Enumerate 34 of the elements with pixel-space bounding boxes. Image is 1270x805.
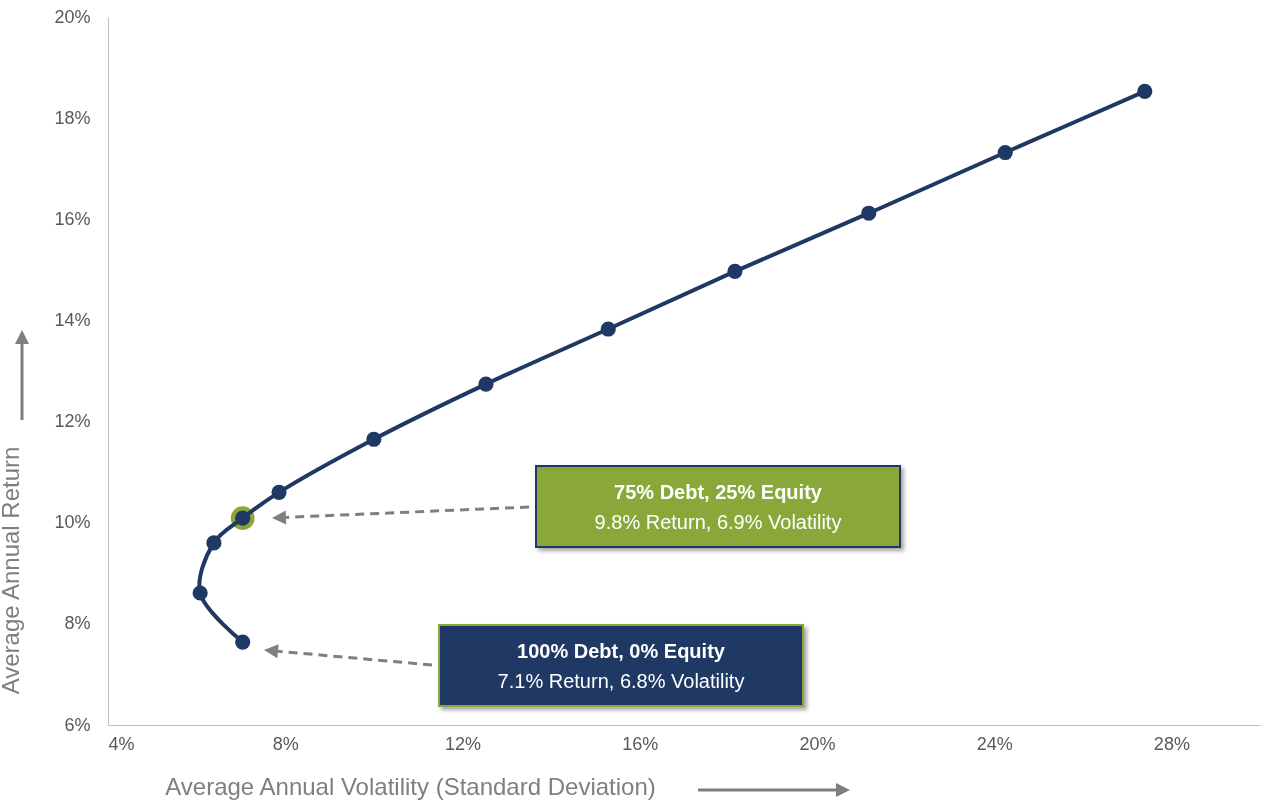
- point: [997, 144, 1013, 161]
- point: [1137, 83, 1153, 99]
- point: [600, 321, 616, 337]
- x-tick-label: 20%: [799, 733, 836, 754]
- x-tick-label: 4%: [108, 733, 135, 754]
- point: [478, 376, 494, 392]
- x-tick-label: 24%: [976, 733, 1013, 754]
- point: [727, 263, 743, 279]
- x-axis-title: Average Annual Volatility (Standard Deviation): [165, 772, 656, 800]
- y-tick-label: 20%: [54, 6, 91, 27]
- y-tick-label: 14%: [54, 309, 91, 330]
- y-axis-title: Average Annual Return: [0, 446, 24, 695]
- callout-box: 75% Debt, 25% Equity 9.8% Return, 6.9% Volatility: [535, 465, 901, 548]
- annotation: 100% Debt, 0% Equity: [517, 638, 725, 664]
- point: [192, 585, 208, 601]
- callout-box: 100% Debt, 0% Equity 7.1% Return, 6.8% Volatility: [438, 624, 804, 707]
- y-tick-label: 10%: [54, 512, 91, 533]
- point: [235, 634, 251, 650]
- x-tick-label: 16%: [622, 733, 659, 754]
- y-tick-label: 8%: [64, 613, 91, 634]
- x-tick-label: 28%: [1153, 733, 1190, 754]
- x-tick-label: 12%: [444, 733, 481, 754]
- point: [366, 431, 382, 447]
- y-tick-label: 16%: [54, 208, 91, 229]
- annotation: 75% Debt, 25% Equity: [614, 479, 822, 505]
- x-tick-label: 8%: [272, 733, 299, 754]
- y-tick-label: 12%: [54, 411, 91, 432]
- y-tick-label: 6%: [64, 714, 91, 735]
- annotation: 9.8% Return, 6.9% Volatility: [594, 509, 842, 535]
- y-tick-label: 18%: [54, 107, 91, 128]
- annotation: 7.1% Return, 6.8% Volatility: [497, 668, 745, 694]
- point: [271, 484, 287, 500]
- point: [206, 535, 222, 551]
- point: [861, 205, 877, 221]
